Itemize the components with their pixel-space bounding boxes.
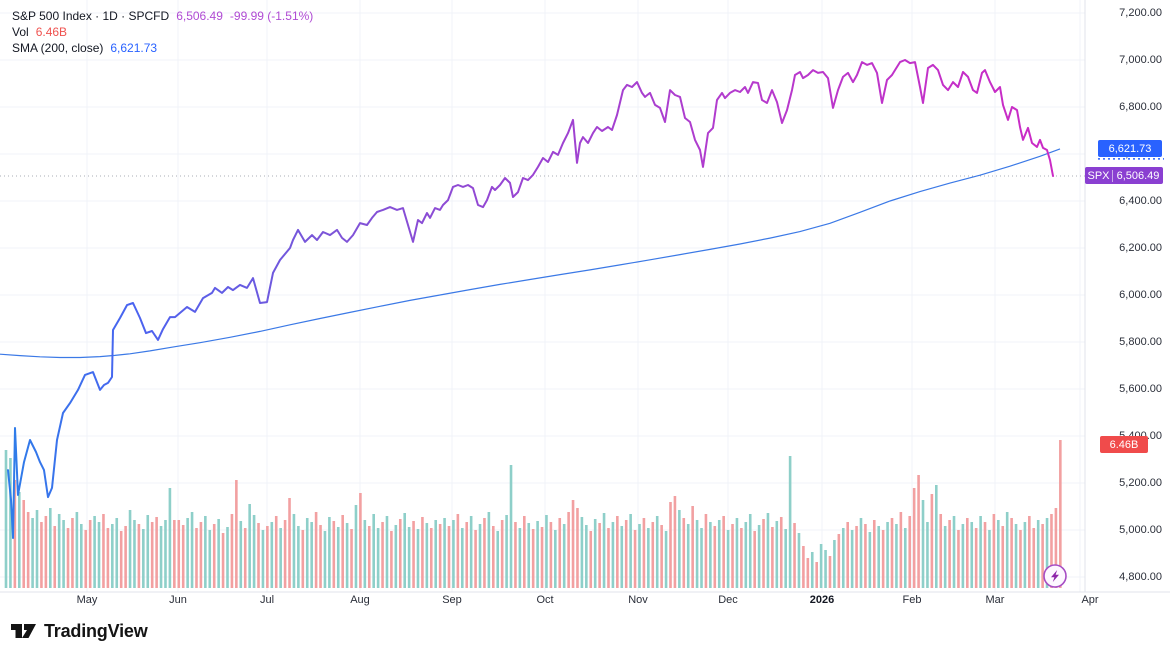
y-axis-label: 5,000.00 [1119, 524, 1162, 536]
legend-sma-row[interactable]: SMA (200, close) 6,621.73 [12, 40, 313, 56]
x-axis-label: Mar [985, 594, 1005, 606]
x-axis-label: Aug [350, 594, 370, 606]
price-chart-canvas[interactable] [0, 0, 1170, 612]
y-axis-label: 6,800.00 [1119, 101, 1162, 113]
y-axis-label: 5,800.00 [1119, 336, 1162, 348]
volume-label: Vol [12, 25, 29, 39]
vertical-gridlines [86, 0, 1081, 592]
price-line [7, 59, 1054, 539]
y-axis-label: 6,400.00 [1119, 195, 1162, 207]
volume-value: 6.46B [35, 25, 68, 39]
x-axis-label: Jul [259, 594, 275, 606]
y-axis-label: 5,600.00 [1119, 383, 1162, 395]
x-axis-label: Apr [1081, 594, 1099, 606]
tradingview-logo-text: TradingView [44, 620, 148, 641]
sma-line [0, 148, 1061, 359]
y-axis-label: 6,000.00 [1119, 289, 1162, 301]
price-change-value: -99.99 (-1.51%) [229, 9, 314, 23]
legend-symbol-row[interactable]: S&P 500 Index · 1D · SPCFD 6,506.49 -99.99… [12, 8, 313, 24]
y-axis-label: 6,200.00 [1119, 242, 1162, 254]
last-price-value: 6,506.49 [176, 9, 223, 23]
sma-label: SMA (200, close) [12, 41, 104, 55]
last-price-badge-value: 6,506.49 [1116, 169, 1160, 182]
tradingview-logo[interactable]: TradingView [10, 620, 148, 642]
x-axis-label: Oct [536, 594, 554, 606]
x-axis-label: Jun [169, 594, 187, 606]
ticker-label: SPX [1085, 169, 1113, 182]
y-axis-label: 4,800.00 [1119, 571, 1162, 583]
x-axis-label: 2026 [809, 594, 835, 606]
volume-badge: 6.46B [1100, 436, 1148, 453]
y-axis-label: 7,200.00 [1119, 7, 1162, 19]
chart-legend: S&P 500 Index · 1D · SPCFD 6,506.49 -99.99… [12, 8, 313, 56]
legend-volume-row[interactable]: Vol 6.46B [12, 24, 313, 40]
last-price-badge: SPX 6,506.49 [1085, 167, 1163, 185]
chart-plot-area[interactable] [0, 0, 1170, 612]
x-axis-label: Nov [628, 594, 648, 606]
y-axis-label: 5,200.00 [1119, 477, 1162, 489]
x-axis-label: Feb [902, 594, 922, 606]
sma-value: 6,621.73 [110, 41, 158, 55]
x-axis-label: Sep [442, 594, 462, 606]
y-axis-label: 7,000.00 [1119, 54, 1162, 66]
volume-bars [4, 440, 1062, 588]
x-axis-label: Dec [718, 594, 738, 606]
symbol-title: S&P 500 Index · 1D · SPCFD [12, 9, 170, 23]
price-axis[interactable]: 4,800.005,000.005,200.005,400.005,600.00… [1085, 0, 1170, 612]
time-axis[interactable]: May Jun Jul Aug Sep Oct Nov Dec 2026 Feb Mar Apr [0, 592, 1170, 612]
sma-price-badge: 6,621.73 [1098, 140, 1162, 158]
tradingview-logo-icon [11, 624, 36, 638]
x-axis-label: May [76, 594, 98, 606]
lightning-icon[interactable] [1043, 564, 1067, 588]
